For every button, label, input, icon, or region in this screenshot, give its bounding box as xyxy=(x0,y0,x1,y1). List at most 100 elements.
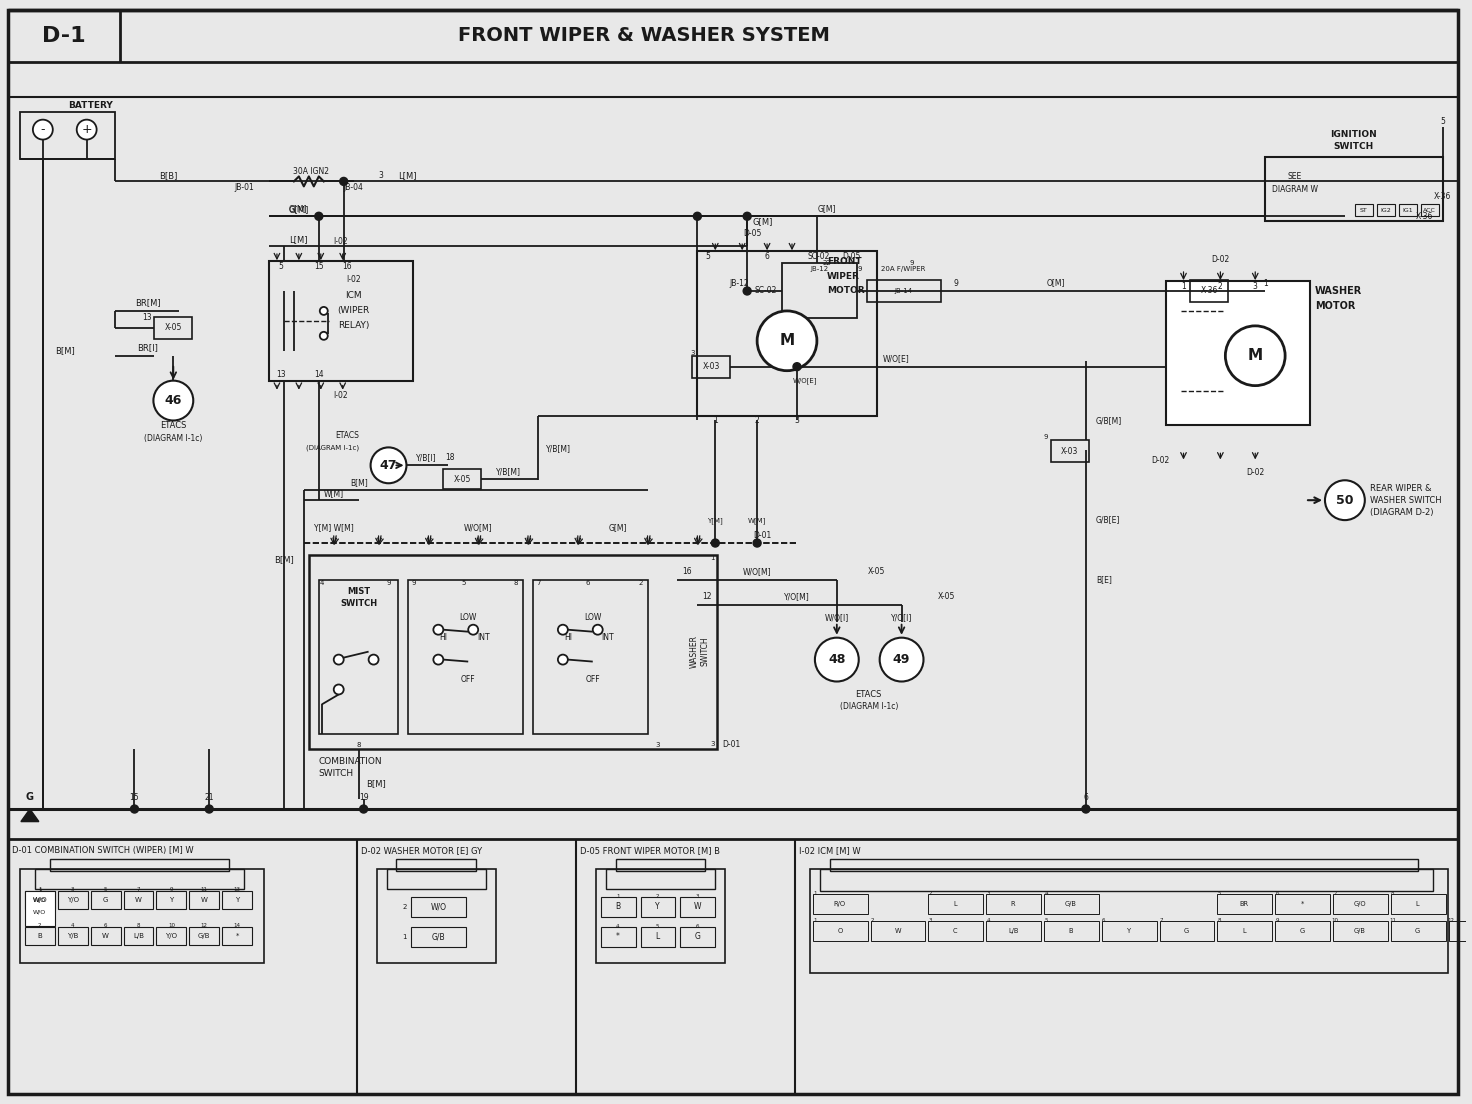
Text: B[E]: B[E] xyxy=(1095,575,1111,584)
Text: 20A F/WIPER: 20A F/WIPER xyxy=(882,266,926,272)
Text: 6: 6 xyxy=(586,580,590,586)
Text: G/B[E]: G/B[E] xyxy=(1095,516,1120,524)
Text: 13: 13 xyxy=(234,888,240,892)
Bar xyxy=(1354,204,1373,216)
Bar xyxy=(269,262,414,381)
Text: WASHER: WASHER xyxy=(1314,286,1362,296)
Text: (DIAGRAM I-1c): (DIAGRAM I-1c) xyxy=(144,434,203,443)
Circle shape xyxy=(32,119,53,139)
Text: 2: 2 xyxy=(402,904,406,910)
Text: W: W xyxy=(895,927,901,934)
Bar xyxy=(1103,921,1157,941)
Text: 21: 21 xyxy=(205,793,213,802)
Text: X-05: X-05 xyxy=(165,323,183,332)
Text: ICM: ICM xyxy=(346,291,362,300)
Text: X-05: X-05 xyxy=(868,567,885,576)
Text: 4: 4 xyxy=(615,924,620,930)
Bar xyxy=(21,869,263,964)
Bar xyxy=(1044,894,1098,914)
Bar xyxy=(35,869,244,889)
Circle shape xyxy=(693,212,701,221)
Bar xyxy=(820,869,1432,891)
Text: Y/B[M]: Y/B[M] xyxy=(546,444,571,453)
Circle shape xyxy=(743,212,751,221)
Bar xyxy=(412,896,467,916)
Text: MOTOR: MOTOR xyxy=(1314,301,1356,311)
Bar xyxy=(190,891,219,909)
Bar xyxy=(813,894,867,914)
Text: -: - xyxy=(41,124,46,136)
Text: OFF: OFF xyxy=(586,675,601,684)
Bar xyxy=(601,926,636,946)
Text: W/O: W/O xyxy=(430,902,446,911)
Text: G[M]: G[M] xyxy=(608,523,627,532)
Text: SC-02: SC-02 xyxy=(755,287,777,296)
Text: G/B: G/B xyxy=(197,933,210,938)
Text: *: * xyxy=(615,932,620,941)
Text: L: L xyxy=(954,901,957,906)
Text: I-02 ICM [M] W: I-02 ICM [M] W xyxy=(799,847,861,856)
Bar xyxy=(1217,894,1272,914)
Text: 13: 13 xyxy=(143,314,152,322)
Text: 5: 5 xyxy=(105,888,107,892)
Text: B[M]: B[M] xyxy=(367,779,386,788)
Text: 2: 2 xyxy=(929,891,932,896)
Text: W: W xyxy=(693,902,701,911)
Text: Y/B[I]: Y/B[I] xyxy=(417,453,437,461)
Text: B[M]: B[M] xyxy=(274,555,294,564)
Text: 11: 11 xyxy=(1390,919,1397,923)
Text: 5: 5 xyxy=(1044,919,1048,923)
Bar xyxy=(986,894,1041,914)
Text: 8: 8 xyxy=(514,580,518,586)
Text: W[M]: W[M] xyxy=(748,518,767,524)
Text: 5: 5 xyxy=(461,580,465,586)
Text: 1: 1 xyxy=(1263,278,1267,287)
Text: L/B: L/B xyxy=(1008,927,1019,934)
Text: 6: 6 xyxy=(1083,793,1088,802)
Text: B[M]: B[M] xyxy=(350,478,368,487)
Text: BR[I]: BR[I] xyxy=(137,343,158,352)
Circle shape xyxy=(1082,805,1089,813)
Bar xyxy=(1391,894,1446,914)
Text: 15: 15 xyxy=(314,262,324,270)
Text: MOTOR: MOTOR xyxy=(827,287,864,296)
Text: HI: HI xyxy=(439,634,447,643)
Text: 4: 4 xyxy=(319,580,324,586)
Circle shape xyxy=(340,178,347,185)
Text: 3: 3 xyxy=(986,891,991,896)
Text: G: G xyxy=(695,932,701,941)
Bar xyxy=(309,555,717,750)
Text: 2: 2 xyxy=(655,894,659,899)
Text: 7: 7 xyxy=(536,580,540,586)
Text: W/O[I]: W/O[I] xyxy=(824,613,849,623)
Text: LOW: LOW xyxy=(459,613,477,623)
Circle shape xyxy=(757,311,817,371)
Text: WASHER SWITCH: WASHER SWITCH xyxy=(1370,496,1441,505)
Bar xyxy=(25,926,54,945)
Text: 15: 15 xyxy=(130,793,140,802)
Text: B: B xyxy=(615,902,620,911)
Text: 3: 3 xyxy=(929,919,932,923)
Text: G[M]: G[M] xyxy=(289,204,308,213)
Text: 48: 48 xyxy=(829,654,845,666)
Bar xyxy=(782,263,857,318)
Bar xyxy=(605,869,715,889)
Text: X-36: X-36 xyxy=(1434,192,1451,201)
Text: 1: 1 xyxy=(712,416,718,425)
Circle shape xyxy=(558,625,568,635)
Text: SWITCH: SWITCH xyxy=(1334,142,1373,151)
Text: 2: 2 xyxy=(871,919,874,923)
Text: 46: 46 xyxy=(165,394,183,407)
Circle shape xyxy=(131,805,138,813)
Text: 6: 6 xyxy=(764,252,770,261)
Text: 5: 5 xyxy=(278,262,284,270)
Text: FRONT: FRONT xyxy=(827,256,861,266)
Text: FRONT WIPER & WASHER SYSTEM: FRONT WIPER & WASHER SYSTEM xyxy=(458,26,830,45)
Text: Y: Y xyxy=(169,896,174,903)
Bar xyxy=(1376,204,1394,216)
Text: Y/B[M]: Y/B[M] xyxy=(496,467,521,476)
Text: W/O[E]: W/O[E] xyxy=(793,378,817,384)
Text: X-36: X-36 xyxy=(1201,287,1219,296)
Text: 3: 3 xyxy=(710,741,714,747)
Text: I-02: I-02 xyxy=(333,391,347,400)
